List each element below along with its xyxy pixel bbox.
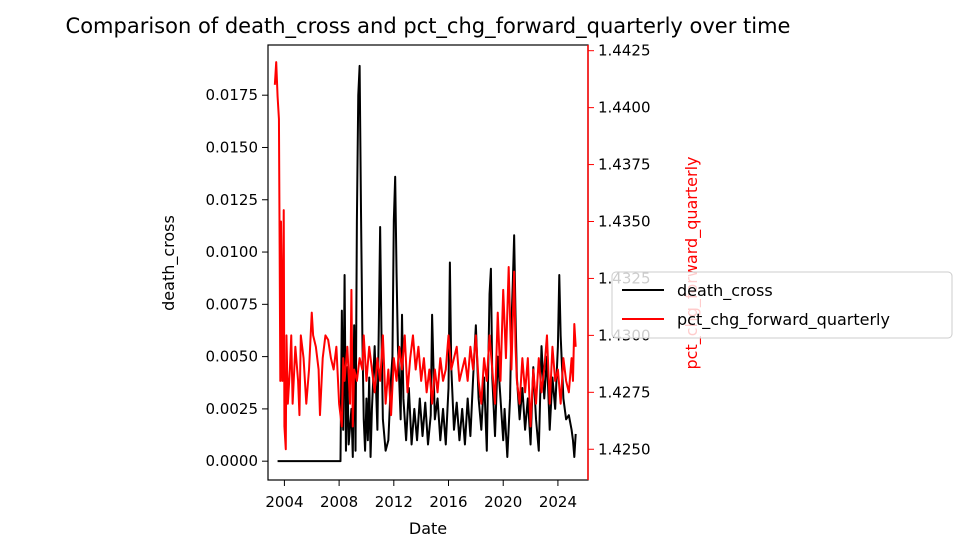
legend-box [611, 271, 953, 339]
y-right-tick-label: 1.4375 [598, 156, 651, 174]
x-axis-label: Date [409, 519, 447, 538]
x-tick-label: 2020 [484, 493, 522, 511]
x-tick-label: 2008 [320, 493, 358, 511]
y-axis-right: 1.42501.42751.43001.43251.43501.43751.44… [588, 42, 651, 458]
x-axis: 2004 2008 2012 2016 2020 2024 [265, 480, 577, 511]
y-left-tick-label: 0.0000 [206, 452, 259, 470]
y-left-tick-label: 0.0100 [206, 243, 259, 261]
y-left-tick-label: 0.0125 [206, 191, 259, 209]
plot-lines [273, 61, 577, 463]
y-axis-left: 0.0000 0.0025 0.0050 0.0075 0.0100 0.0125 0.01… [206, 86, 268, 470]
x-tick-label: 2012 [375, 493, 413, 511]
y-left-tick-label: 0.0050 [206, 348, 259, 366]
series-line-2 [273, 61, 577, 451]
y-axis-label-left: death_cross [159, 215, 179, 311]
y-right-tick-label: 1.4250 [598, 440, 651, 458]
legend-label: death_cross [677, 281, 773, 301]
y-left-tick-label: 0.0075 [206, 295, 259, 313]
y-left-tick-label: 0.0175 [206, 86, 259, 104]
chart-title: Comparison of death_cross and pct_chg_fo… [66, 14, 791, 39]
y-left-tick-label: 0.0150 [206, 138, 259, 156]
x-tick-label: 2004 [265, 493, 303, 511]
y-left-tick-label: 0.0025 [206, 400, 259, 418]
legend: death_cross pct_chg_forward_quarterly [611, 271, 953, 339]
y-right-tick-label: 1.4400 [598, 99, 651, 117]
x-tick-label: 2024 [539, 493, 577, 511]
legend-label: pct_chg_forward_quarterly [677, 310, 890, 330]
y-right-tick-label: 1.4275 [598, 383, 651, 401]
y-right-tick-label: 1.4425 [598, 42, 651, 60]
x-tick-label: 2016 [429, 493, 467, 511]
y-right-tick-label: 1.4350 [598, 213, 651, 231]
